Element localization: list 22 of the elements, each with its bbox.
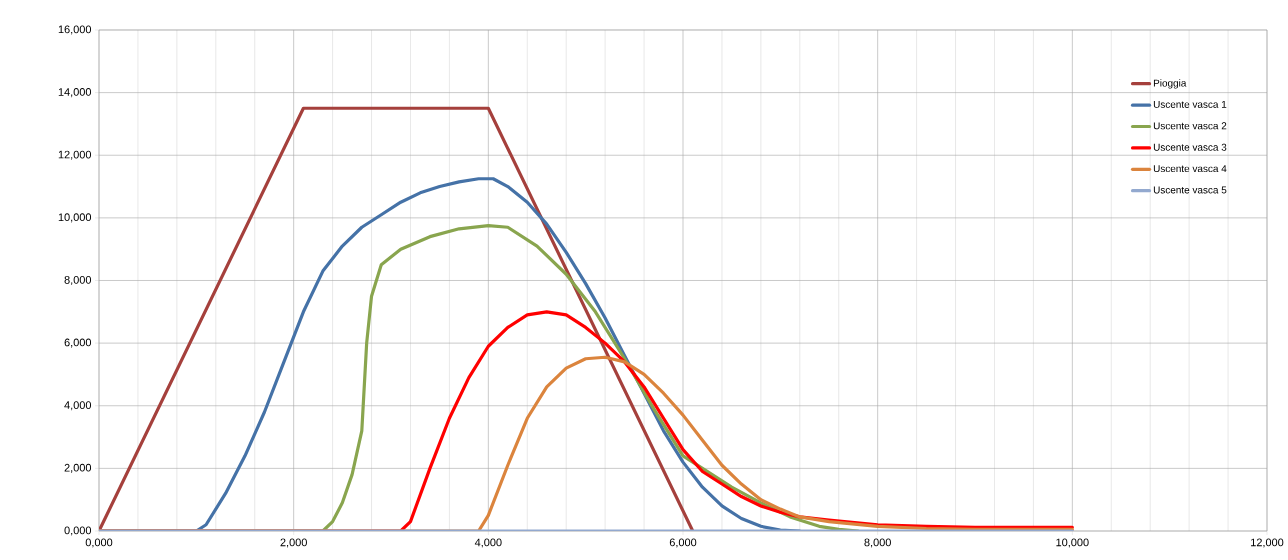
x-tick-label: 0,000 — [85, 538, 113, 548]
legend-label: Uscente vasca 5 — [1153, 186, 1227, 194]
y-tick-label: 4,000 — [64, 401, 92, 411]
legend-label: Uscente vasca 4 — [1153, 165, 1227, 173]
x-tick-label: 4,000 — [474, 538, 502, 548]
y-tick-label: 8,000 — [64, 275, 92, 286]
legend-label: Uscente vasca 3 — [1153, 143, 1227, 151]
x-tick-label: 10,000 — [1056, 538, 1089, 548]
x-tick-label: 8,000 — [864, 538, 891, 548]
y-tick-label: 12,000 — [58, 150, 92, 160]
legend-label: Uscente vasca 1 — [1153, 100, 1227, 108]
x-tick-label: 6,000 — [669, 538, 697, 548]
x-tick-label: 12,000 — [1251, 538, 1284, 548]
y-tick-label: 6,000 — [64, 338, 92, 348]
y-tick-label: 14,000 — [58, 88, 92, 98]
y-tick-label: 16,000 — [58, 25, 92, 35]
y-tick-label: 0,000 — [64, 526, 92, 536]
y-tick-label: 10,000 — [58, 213, 92, 223]
x-tick-label: 2,000 — [280, 538, 307, 548]
legend-label: Pioggia — [1153, 79, 1187, 89]
legend-label: Uscente vasca 2 — [1153, 122, 1227, 130]
y-tick-label: 2,000 — [64, 463, 92, 473]
